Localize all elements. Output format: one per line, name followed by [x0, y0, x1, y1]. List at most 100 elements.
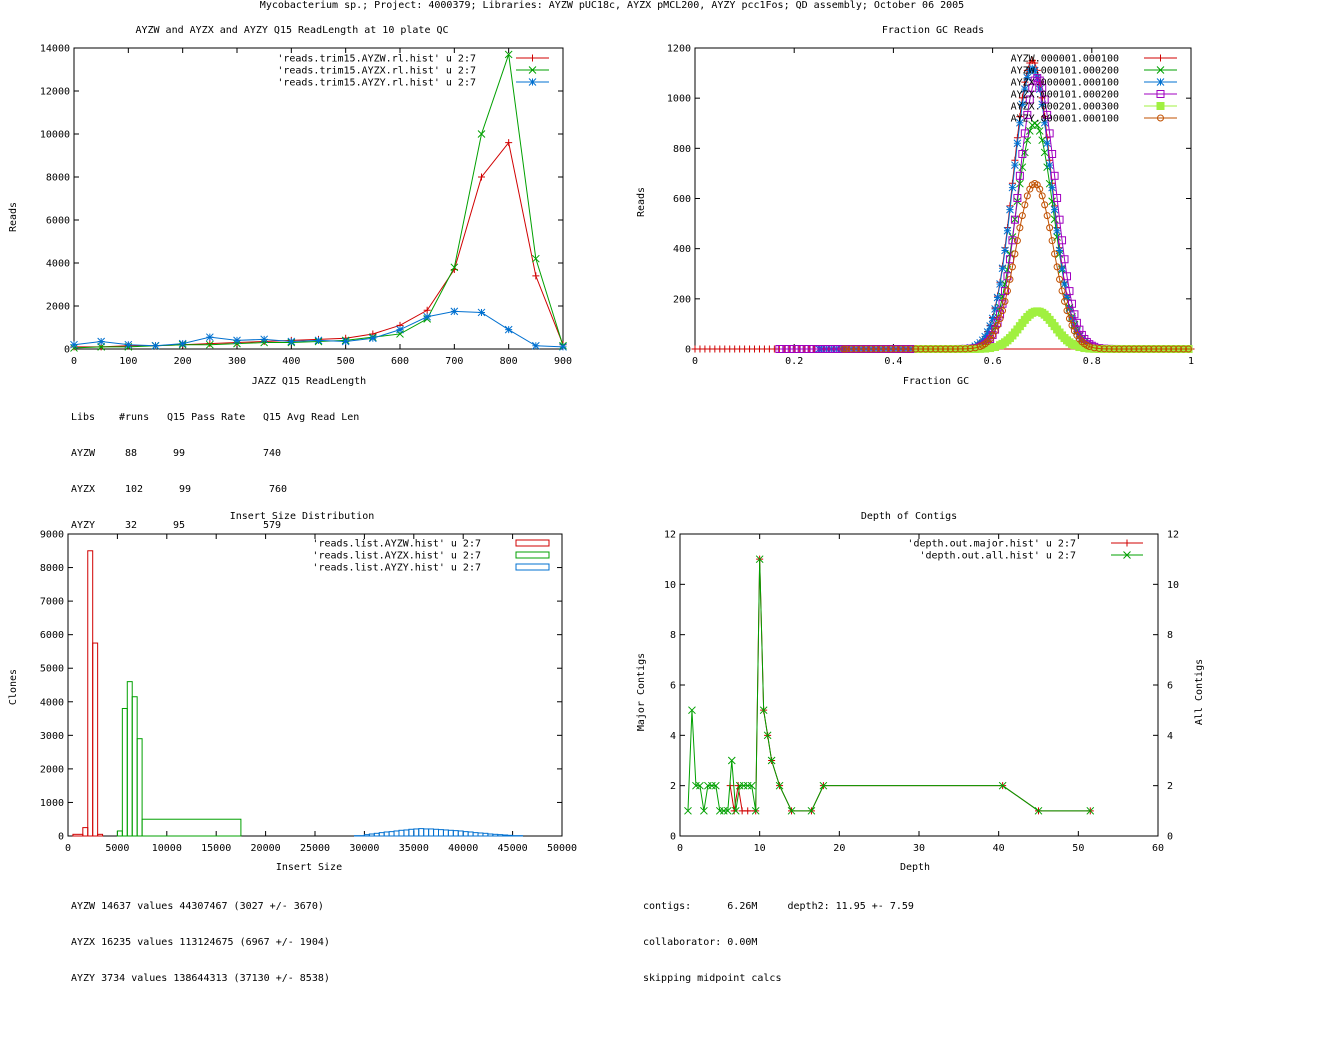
- legend-label: 'depth.out.major.hist' u 2:7: [907, 539, 1076, 550]
- stats-cell: AYZW: [71, 448, 96, 459]
- series: [116, 681, 242, 837]
- data-point: [1046, 224, 1054, 232]
- legend-label: 'depth.out.all.hist' u 2:7: [919, 551, 1076, 562]
- stats-col-libs: Libs: [71, 412, 96, 423]
- data-point: [787, 345, 796, 353]
- data-point: [1023, 73, 1032, 82]
- data-point: [996, 280, 1004, 288]
- data-point: [368, 334, 377, 343]
- data-point: [124, 340, 133, 349]
- series: [840, 179, 1193, 353]
- data-point: [1155, 345, 1163, 353]
- data-point: [1085, 342, 1093, 350]
- data-point: [822, 345, 831, 353]
- legend-label: 'reads.trim15.AYZX.rl.hist' u 2:7: [277, 66, 476, 77]
- x-tick-label: 0: [65, 843, 71, 854]
- plot-frame: [73, 47, 564, 350]
- legend-label: 'reads.list.AYZW.hist' u 2:7: [312, 539, 481, 550]
- data-point: [817, 345, 826, 353]
- legend-marker: [1156, 66, 1165, 74]
- data-point: [840, 345, 848, 353]
- data-point: [504, 50, 513, 59]
- data-point: [696, 781, 704, 790]
- histogram-bar: [438, 829, 444, 837]
- y2-tick-label: 10: [1167, 580, 1179, 591]
- plot-frame: [679, 533, 1159, 837]
- series-line: [729, 559, 1091, 812]
- legend-label: 'reads.trim15.AYZY.rl.hist' u 2:7: [277, 78, 476, 89]
- series-line: [74, 141, 564, 348]
- data-point: [396, 325, 404, 334]
- data-point: [477, 130, 486, 138]
- data-point: [1135, 345, 1143, 353]
- histogram-bar: [393, 830, 400, 837]
- legend-label: 'reads.trim15.AYZW.rl.hist' u 2:7: [277, 54, 476, 65]
- x-tick-label: 10000: [152, 843, 182, 854]
- data-point: [1053, 263, 1061, 271]
- legend-label: AYZX.000201.000300: [1011, 102, 1119, 113]
- stats-cell: 579: [263, 520, 282, 531]
- x-tick-label: 0: [692, 356, 698, 367]
- data-point: [907, 345, 915, 353]
- data-point: [961, 345, 969, 353]
- data-point: [1015, 171, 1024, 180]
- x-tick-label: 0.8: [1083, 356, 1101, 367]
- x-tick-label: 50000: [547, 843, 577, 854]
- stats-cell: 99: [173, 448, 186, 459]
- x-tick-label: 0: [71, 356, 77, 367]
- data-point: [807, 806, 816, 815]
- legend-swatch: [515, 563, 550, 571]
- chart-title: AYZW and AYZX and AYZY Q15 ReadLength at…: [135, 25, 448, 36]
- histogram-bar: [121, 707, 128, 837]
- data-point: [1115, 345, 1123, 353]
- data-point: [1043, 212, 1051, 220]
- data-point: [1060, 255, 1069, 264]
- legend-marker: [1156, 102, 1165, 110]
- data-point: [531, 341, 540, 350]
- x-tick-label: 25000: [300, 843, 330, 854]
- data-point: [1006, 205, 1014, 214]
- data-point: [1045, 161, 1054, 170]
- data-point: [747, 781, 756, 790]
- y2-tick-label: 0: [1167, 832, 1173, 843]
- data-point: [832, 345, 841, 353]
- stats-row: AYZX 102 99 760: [71, 484, 359, 496]
- data-point: [897, 345, 905, 353]
- stats-line: skipping midpoint calcs: [643, 973, 782, 984]
- x-tick-label: 500: [337, 356, 355, 367]
- data-point: [1051, 250, 1059, 258]
- data-point: [1055, 215, 1064, 224]
- data-point: [1013, 237, 1021, 245]
- stats-line: AYZW 14637 values 44307467 (3027 +/- 367…: [71, 901, 324, 912]
- data-point: [1048, 183, 1056, 192]
- histogram-bar: [87, 550, 94, 837]
- y-tick-label: 4000: [40, 697, 64, 708]
- data-point: [1013, 193, 1022, 202]
- data-point: [450, 307, 459, 316]
- data-point: [1063, 307, 1071, 315]
- data-point: [1170, 345, 1178, 353]
- histogram-bar: [141, 818, 242, 837]
- data-point: [1140, 345, 1148, 353]
- x-tick-label: 40: [993, 843, 1005, 854]
- y2-tick-label: 2: [1167, 781, 1173, 792]
- x-tick-label: 5000: [105, 843, 129, 854]
- data-point: [1105, 345, 1113, 353]
- data-point: [1018, 149, 1027, 158]
- x-tick-label: 900: [554, 356, 572, 367]
- data-point: [917, 345, 925, 353]
- data-point: [946, 345, 954, 353]
- data-point: [847, 345, 855, 353]
- depth-stats: contigs: 6.26M depth2: 11.95 +- 7.59 col…: [643, 877, 914, 997]
- data-point: [1001, 297, 1009, 305]
- data-point: [877, 345, 885, 353]
- data-point: [922, 345, 930, 353]
- data-point: [887, 345, 895, 353]
- data-point: [751, 806, 760, 815]
- data-point: [787, 806, 796, 815]
- legend-marker: [1157, 114, 1164, 122]
- data-point: [1180, 345, 1188, 353]
- legend-marker: [1156, 90, 1165, 98]
- data-point: [819, 781, 828, 790]
- x-axis-label: Depth: [900, 862, 930, 873]
